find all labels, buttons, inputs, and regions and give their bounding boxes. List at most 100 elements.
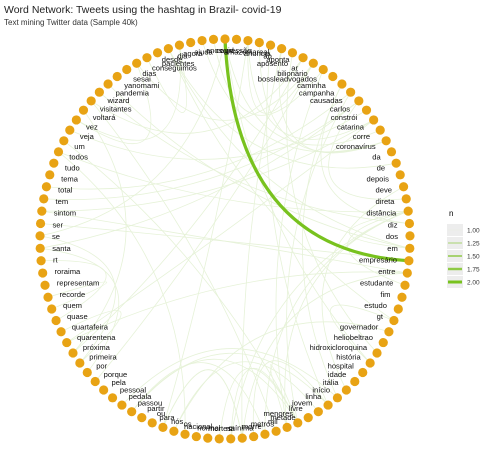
- edge-light: [72, 109, 127, 354]
- node-label: livre: [289, 404, 303, 413]
- node-label: itália: [323, 378, 339, 387]
- edge-light: [66, 271, 408, 343]
- node-representam: [40, 280, 50, 290]
- node-tudo: [49, 158, 59, 168]
- node-empresário: [404, 256, 414, 266]
- node-label: anos: [206, 46, 223, 55]
- node-um: [59, 136, 69, 146]
- legend-key-bg: [447, 224, 463, 236]
- legend-label: 1.25: [467, 241, 480, 248]
- node-label: desde: [162, 55, 183, 64]
- node-label: quarentena: [77, 333, 116, 342]
- node-label: agressão: [220, 46, 251, 55]
- node-label: vez: [86, 122, 98, 131]
- node-label: nacional: [184, 422, 213, 431]
- node-amazoniareal: [243, 35, 253, 46]
- node-deve: [398, 182, 409, 192]
- node-label: conseguimos: [152, 64, 197, 73]
- node-label: empresário: [359, 256, 397, 265]
- node-label: pessoal: [120, 385, 146, 394]
- edge-light: [162, 369, 243, 439]
- edge-light: [286, 52, 378, 354]
- node-label: covid: [216, 46, 234, 55]
- node-label: agora: [183, 49, 203, 58]
- edge-light: [40, 100, 360, 249]
- node-ser: [35, 218, 46, 229]
- node-label: hidroxicloroquina: [310, 343, 368, 352]
- node-ar: [298, 53, 308, 63]
- node-próxima: [68, 348, 78, 358]
- legend-label: 2.00: [467, 280, 480, 287]
- labels-layer: covidagressãoamazoniarealanunciaaoaponta…: [52, 46, 398, 433]
- node-tema: [45, 170, 55, 180]
- node-label: morre: [242, 422, 262, 431]
- edge-light: [258, 42, 387, 153]
- edge-light: [40, 247, 120, 373]
- node-label: representam: [57, 279, 100, 288]
- edge-light: [90, 57, 304, 134]
- node-label: pacientes: [162, 59, 195, 68]
- edge-light: [41, 260, 107, 321]
- node-label: dia: [177, 52, 188, 61]
- node-linha: [323, 400, 333, 410]
- node-label: se: [52, 232, 60, 241]
- node-label: distância: [366, 209, 397, 218]
- node-dos: [405, 231, 415, 241]
- node-label: santa: [52, 244, 71, 253]
- edge-light: [162, 40, 249, 428]
- edge-light: [121, 348, 338, 406]
- node-catarina: [369, 115, 379, 125]
- edge-light: [94, 63, 314, 382]
- node-hidroxicloroquina: [372, 348, 382, 358]
- node-label: os: [184, 420, 192, 429]
- node-label: yanomami: [124, 81, 159, 90]
- node-quem: [47, 304, 57, 314]
- node-label: causadas: [310, 96, 343, 105]
- node-label: normal: [197, 423, 221, 432]
- node-voltará: [78, 105, 89, 115]
- node-diz: [404, 218, 415, 229]
- node-idade: [350, 376, 360, 387]
- node-por: [82, 367, 92, 378]
- nodes-layer: [35, 34, 415, 444]
- node-menores: [293, 418, 303, 428]
- node-label: ser: [53, 220, 64, 229]
- node-coronavírus: [381, 136, 391, 146]
- node-anos: [208, 34, 219, 44]
- edge-light: [39, 38, 226, 237]
- node-label: roraima: [55, 267, 82, 276]
- node-label: por: [96, 361, 107, 370]
- node-quartafeira: [56, 327, 66, 337]
- node-label: sesai: [133, 75, 151, 84]
- node-corre: [375, 125, 385, 135]
- node-label: passou: [138, 398, 163, 407]
- node-pandemia: [103, 79, 113, 89]
- node-pessoal: [107, 393, 118, 403]
- node-label: de: [377, 163, 385, 172]
- node-label: depois: [367, 174, 390, 183]
- node-label: wizard: [107, 96, 130, 105]
- node-label: quartafeira: [72, 323, 109, 332]
- node-vez: [71, 115, 81, 125]
- edge-light: [168, 48, 410, 249]
- legend-title: n: [449, 209, 453, 218]
- node-dia: [174, 40, 185, 50]
- node-heliobeltrao: [378, 337, 388, 348]
- node-label: nós: [171, 417, 183, 426]
- node-label: total: [58, 186, 73, 195]
- node-label: pedala: [129, 392, 153, 401]
- edge-light: [46, 91, 351, 190]
- edge-light: [201, 40, 387, 153]
- node-constrói: [361, 105, 372, 115]
- edge-light: [131, 352, 329, 412]
- edge-light: [41, 119, 374, 212]
- node-label: estudante: [360, 279, 393, 288]
- node-label: linha: [305, 392, 322, 401]
- node-label: aposento: [257, 59, 288, 68]
- node-label: idade: [328, 370, 347, 379]
- edge-light: [136, 63, 314, 121]
- node-pedala: [117, 400, 127, 410]
- edge-light: [63, 140, 299, 424]
- node-label: coronavírus: [336, 142, 376, 151]
- node-label: metade: [270, 413, 295, 422]
